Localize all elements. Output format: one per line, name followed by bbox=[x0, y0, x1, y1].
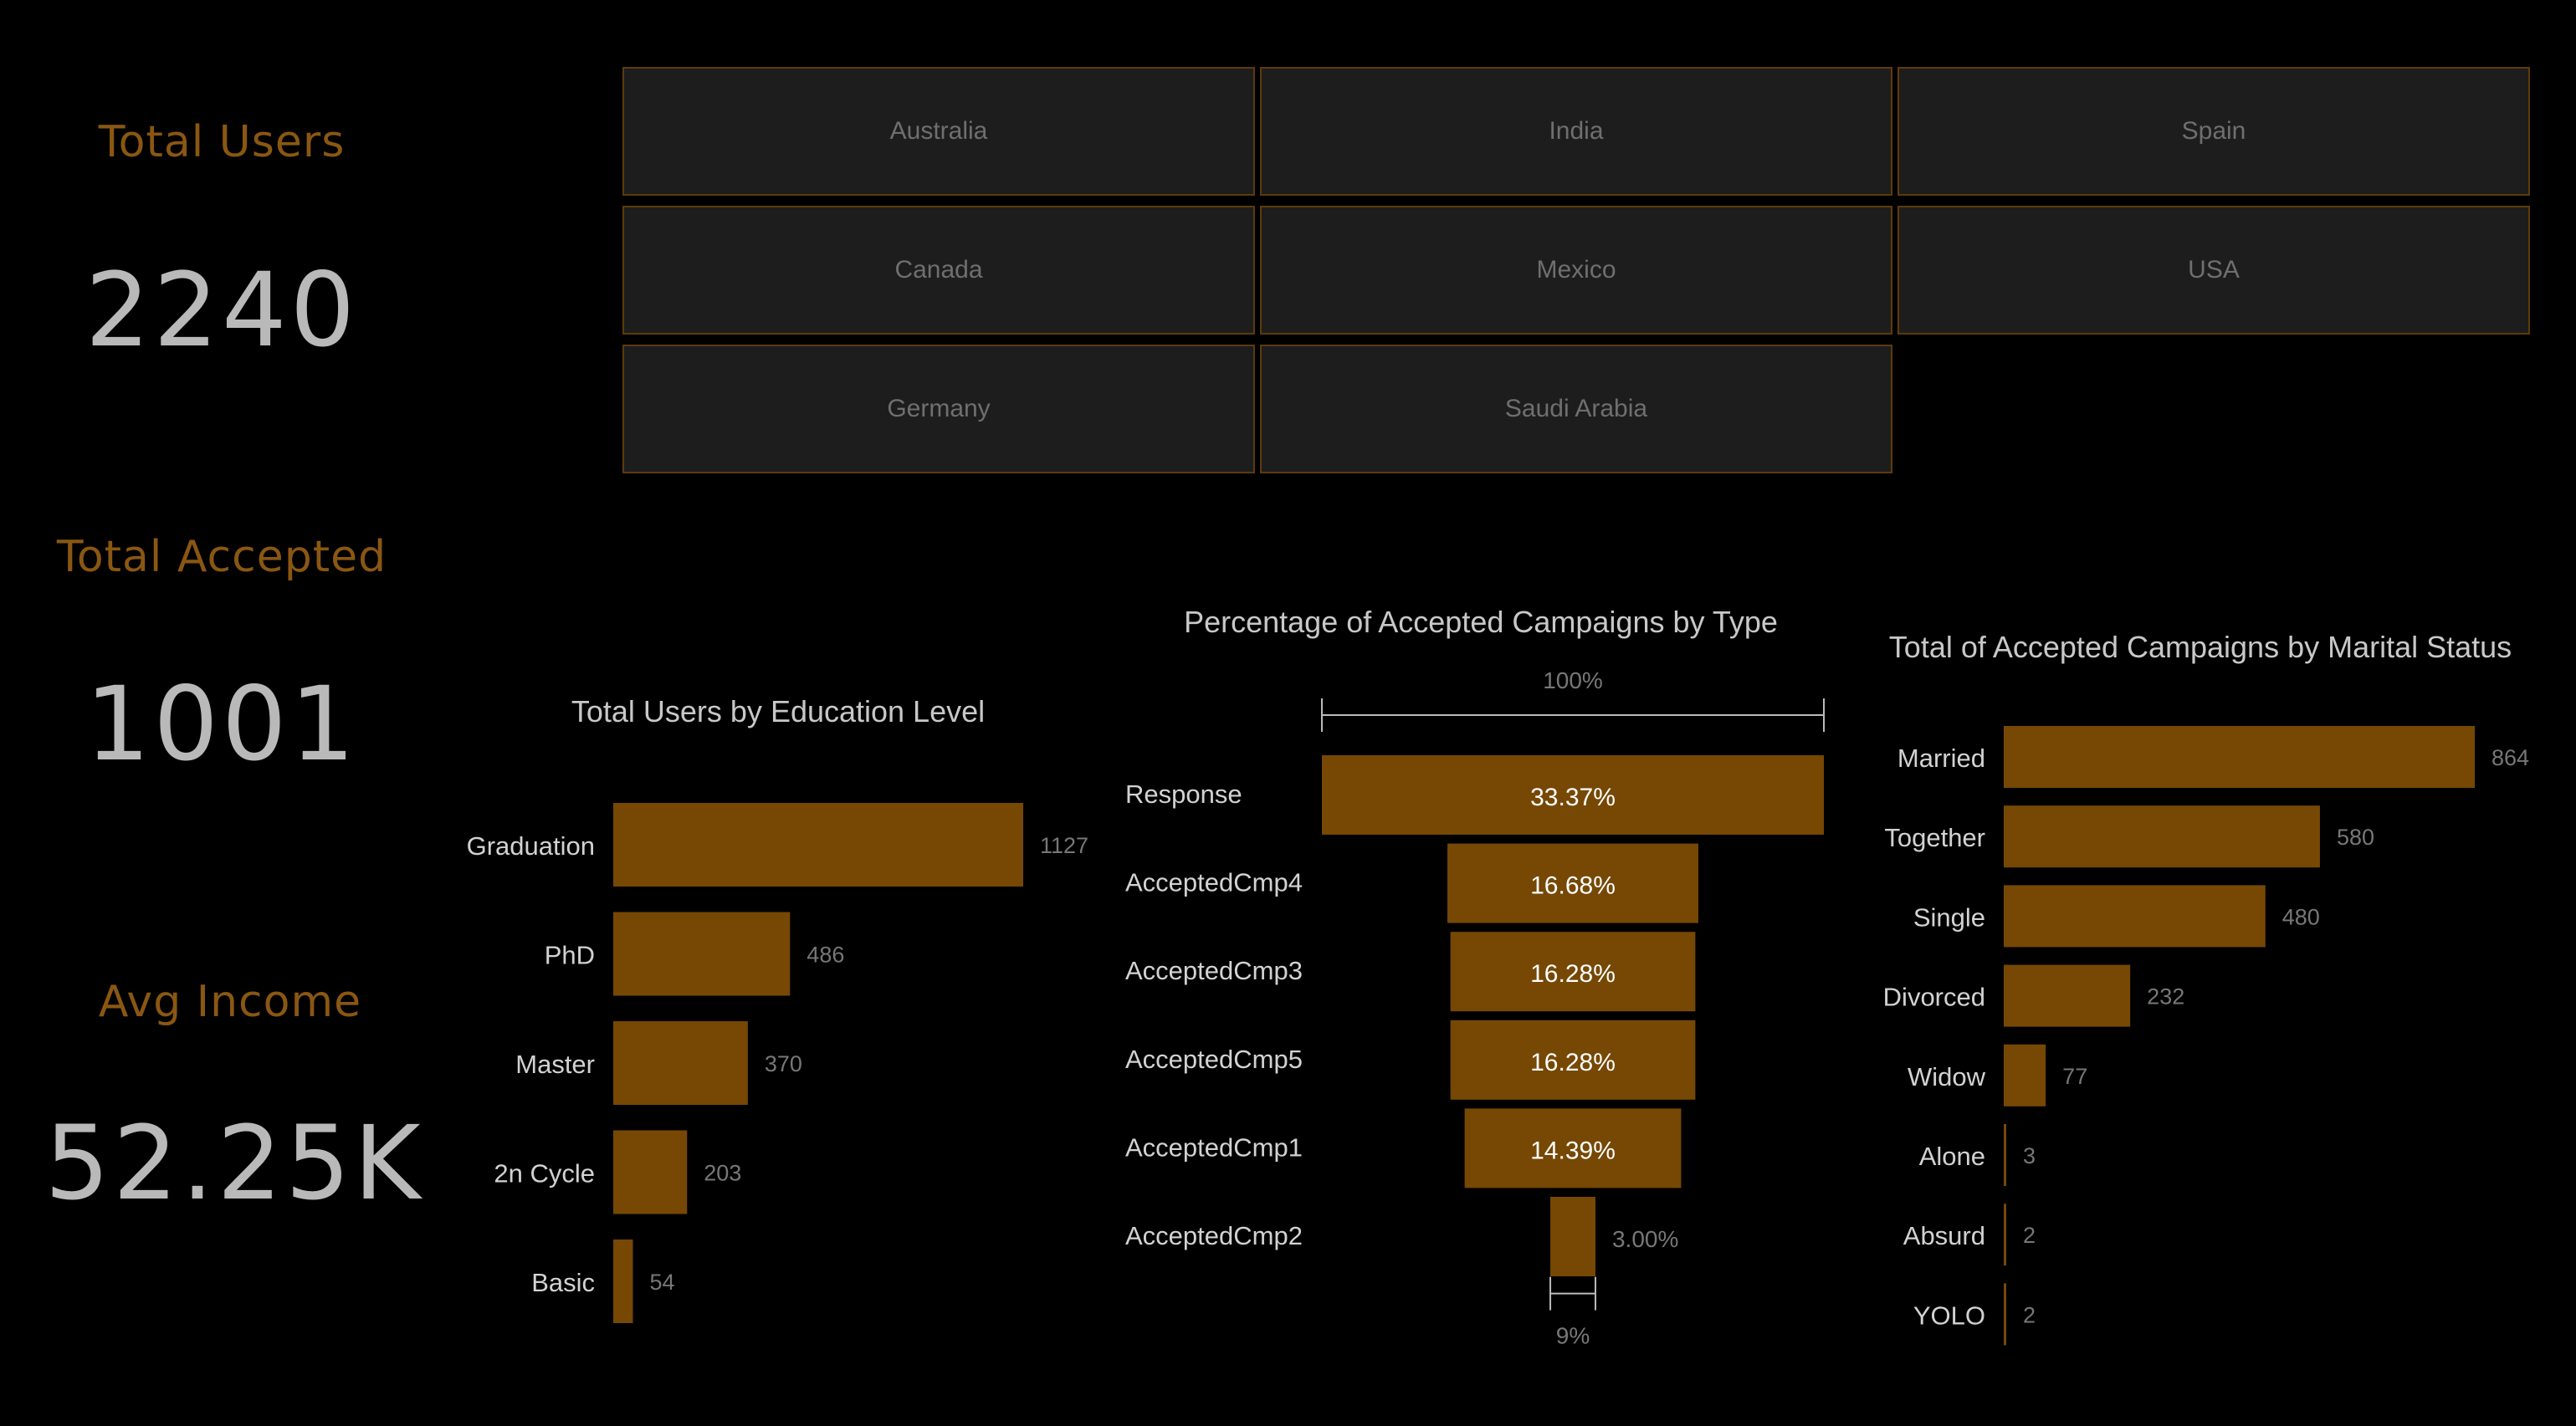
country-option-usa[interactable]: USA bbox=[1897, 206, 2530, 335]
data-label-married: 864 bbox=[2491, 745, 2529, 770]
data-label-master: 370 bbox=[765, 1051, 802, 1076]
kpi-total-accepted-value: 1001 bbox=[85, 665, 359, 784]
category-label-absurd: Absurd bbox=[1903, 1221, 1985, 1250]
data-label-divorced: 232 bbox=[2147, 984, 2184, 1009]
funnel-data-label-acceptedcmp2: 3.00% bbox=[1612, 1226, 1678, 1252]
funnel-category-response: Response bbox=[1125, 779, 1242, 809]
bar-absurd bbox=[2004, 1204, 2006, 1266]
data-label-graduation: 1127 bbox=[1040, 833, 1088, 858]
bar-2n-cycle bbox=[613, 1130, 688, 1214]
data-label-alone: 3 bbox=[2023, 1143, 2036, 1168]
funnel-category-acceptedcmp5: AcceptedCmp5 bbox=[1125, 1045, 1303, 1074]
category-label-basic: Basic bbox=[531, 1268, 595, 1297]
country-option-australia[interactable]: Australia bbox=[622, 67, 1255, 196]
bar-yolo bbox=[2004, 1283, 2006, 1346]
country-option-mexico[interactable]: Mexico bbox=[1260, 206, 1892, 335]
country-option-germany[interactable]: Germany bbox=[622, 345, 1255, 473]
data-label-phd: 486 bbox=[807, 943, 844, 968]
country-option-saudi-arabia[interactable]: Saudi Arabia bbox=[1260, 345, 1892, 473]
data-label-absurd: 2 bbox=[2023, 1223, 2036, 1248]
category-label-divorced: Divorced bbox=[1883, 983, 1985, 1012]
bar-widow bbox=[2004, 1044, 2046, 1107]
data-label-together: 580 bbox=[2337, 825, 2374, 850]
bar-married bbox=[2004, 726, 2475, 788]
country-option-canada[interactable]: Canada bbox=[622, 206, 1255, 335]
funnel-bar-acceptedcmp1 bbox=[1464, 1108, 1682, 1188]
funnel-bar-acceptedcmp5 bbox=[1450, 1020, 1696, 1100]
category-label-graduation: Graduation bbox=[467, 831, 595, 861]
data-label-single: 480 bbox=[2282, 904, 2320, 929]
data-label-basic: 54 bbox=[649, 1270, 674, 1295]
category-label-single: Single bbox=[1913, 902, 1985, 932]
country-slicer: Australia India Spain Canada Mexico USA … bbox=[622, 67, 2532, 477]
category-label-master: Master bbox=[515, 1050, 595, 1079]
funnel-category-acceptedcmp3: AcceptedCmp3 bbox=[1125, 956, 1303, 985]
funnel-data-label-acceptedcmp3: 16.28% bbox=[1530, 960, 1616, 988]
bar-alone bbox=[2004, 1124, 2006, 1186]
funnel-bar-acceptedcmp3 bbox=[1450, 932, 1696, 1012]
campaign-funnel-chart: 100% Response 33.37% AcceptedCmp4 16.68% Acce… bbox=[1125, 667, 1825, 1349]
bar-master bbox=[613, 1021, 748, 1105]
funnel-data-label-acceptedcmp1: 14.39% bbox=[1530, 1137, 1616, 1164]
country-option-spain[interactable]: Spain bbox=[1897, 67, 2530, 196]
kpi-total-users-value: 2240 bbox=[85, 251, 359, 370]
funnel-bar-response bbox=[1322, 755, 1824, 835]
bar-phd bbox=[613, 912, 791, 996]
bar-graduation bbox=[613, 803, 1023, 887]
category-label-widow: Widow bbox=[1908, 1062, 1986, 1091]
funnel-category-acceptedcmp4: AcceptedCmp4 bbox=[1125, 868, 1303, 897]
education-bar-chart: Graduation 1127 PhD 486 Master 370 2n Cycle 203… bbox=[467, 803, 1088, 1323]
category-label-2n-cycle: 2n Cycle bbox=[494, 1159, 595, 1188]
kpi-total-users-label: Total Users bbox=[98, 117, 346, 167]
funnel-data-label-acceptedcmp4: 16.68% bbox=[1530, 872, 1616, 900]
funnel-bar-acceptedcmp4 bbox=[1447, 843, 1698, 923]
kpi-avg-income-value: 52.25K bbox=[44, 1104, 424, 1223]
bar-divorced bbox=[2004, 964, 2131, 1027]
data-label-widow: 77 bbox=[2062, 1064, 2087, 1089]
category-label-yolo: YOLO bbox=[1913, 1301, 1985, 1330]
funnel-data-label-response: 33.37% bbox=[1530, 784, 1616, 811]
data-label-2n-cycle: 203 bbox=[704, 1161, 741, 1186]
category-label-married: Married bbox=[1897, 744, 1985, 773]
bar-together bbox=[2004, 805, 2320, 868]
category-label-alone: Alone bbox=[1919, 1142, 1985, 1171]
kpi-avg-income-label: Avg Income bbox=[98, 977, 362, 1027]
category-label-together: Together bbox=[1884, 823, 1985, 852]
education-chart-title: Total Users by Education Level bbox=[571, 694, 986, 728]
bar-single bbox=[2004, 885, 2266, 948]
funnel-category-acceptedcmp2: AcceptedCmp2 bbox=[1125, 1221, 1303, 1250]
marital-chart-title: Total of Accepted Campaigns by Marital S… bbox=[1888, 630, 2512, 664]
funnel-bottom-bracket-label: 9% bbox=[1556, 1323, 1590, 1349]
funnel-category-acceptedcmp1: AcceptedCmp1 bbox=[1125, 1132, 1303, 1162]
funnel-bar-acceptedcmp2 bbox=[1550, 1197, 1595, 1276]
data-label-yolo: 2 bbox=[2023, 1302, 2036, 1327]
bar-basic bbox=[613, 1239, 633, 1323]
country-option-india[interactable]: India bbox=[1260, 67, 1892, 196]
category-label-phd: PhD bbox=[545, 941, 595, 970]
funnel-data-label-acceptedcmp5: 16.28% bbox=[1530, 1049, 1616, 1076]
kpi-total-accepted-label: Total Accepted bbox=[56, 532, 387, 582]
campaign-funnel-title: Percentage of Accepted Campaigns by Type bbox=[1184, 605, 1778, 639]
funnel-top-bracket-label: 100% bbox=[1543, 667, 1603, 693]
